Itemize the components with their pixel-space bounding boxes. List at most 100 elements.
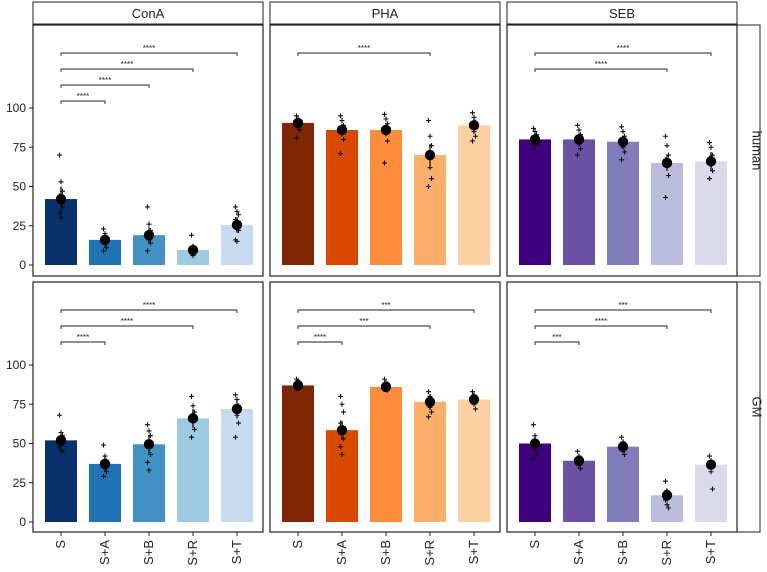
mean-marker [187,413,199,424]
y-tick-label: 75 [13,140,27,154]
data-point [382,111,387,117]
data-point [233,392,238,398]
y-tick-label: 100 [6,358,26,372]
data-point [58,179,64,185]
facet-label-cona: ConA [132,6,165,21]
x-tick-label: S+A [334,540,349,565]
facet-label-pha: PHA [372,6,399,21]
x-tick-label: S+A [97,540,112,565]
data-point [619,124,624,130]
data-point [473,133,478,139]
facet-strip-pha [269,1,501,25]
data-point [338,393,343,399]
mean-marker [617,136,629,147]
data-point [575,448,580,454]
significance-bracket [60,68,194,72]
bar-s-a [563,460,595,522]
data-point [666,173,671,179]
data-point [236,212,241,218]
data-point [57,152,62,158]
data-point [146,467,152,473]
data-point [664,502,670,508]
bar-s-r [414,401,446,522]
data-point [104,245,109,251]
data-point [470,110,475,116]
data-point [145,459,150,465]
mean-marker [617,441,629,452]
data-point [234,209,240,215]
bar-s [519,139,551,265]
significance-bracket [534,325,668,329]
mean-marker [55,193,67,205]
bar-s-b [607,141,639,265]
significance-label: *** [381,301,390,310]
significance-bracket [297,325,431,329]
significance-label: **** [77,333,89,342]
data-point [101,473,106,479]
significance-bracket [534,341,580,345]
data-point [575,122,580,128]
bar-s-t [458,399,490,522]
data-point [382,376,387,382]
data-point [578,466,583,472]
significance-label: **** [99,76,111,85]
bar-s [282,122,314,265]
data-point [426,414,431,420]
y-tick-label: 0 [19,515,26,529]
mean-marker [143,439,155,450]
data-point [236,420,241,426]
bar-s-t [695,161,727,265]
mean-marker [187,244,199,256]
x-tick-label: S [53,540,68,549]
y-tick-label: 50 [13,180,27,194]
significance-label: **** [595,317,607,326]
data-point [341,136,346,142]
x-tick-label: S+T [703,540,718,564]
mean-marker [705,156,717,167]
data-point [338,151,343,157]
significance-bracket [60,309,238,313]
data-point [233,434,238,440]
data-point [663,194,668,200]
data-point [146,221,152,227]
significance-bracket [534,68,668,72]
significance-bracket [60,100,106,104]
data-point [620,129,626,135]
data-point [707,453,712,459]
data-point [531,125,536,131]
mean-marker [231,403,243,415]
significance-bracket [534,309,712,313]
significance-bracket [297,52,431,56]
data-point [619,434,624,440]
significance-label: **** [143,301,155,310]
significance-bracket [297,341,343,345]
bar-s-b [133,444,165,522]
data-point [192,426,197,432]
data-point [339,451,345,457]
data-point [145,204,150,210]
data-point [339,118,345,124]
data-point [531,422,536,428]
significance-bracket [534,52,712,56]
mean-marker [231,219,243,231]
mean-marker [705,459,717,470]
y-tick-label: 100 [6,101,26,115]
panel-seb-gm: ********** [506,281,738,533]
panel-pha-gm: ********** [269,281,501,533]
data-point [145,248,150,254]
data-point [426,389,431,395]
significance-label: **** [358,44,370,53]
facet-strip-seb [506,1,738,25]
x-tick-label: S+B [615,540,630,565]
data-point [297,127,302,133]
data-point [101,248,106,254]
data-point [233,204,238,210]
mean-marker [529,438,541,449]
data-point [145,422,150,428]
mean-marker [336,424,348,436]
panel-cona-gm: **** **** **** [32,281,264,533]
bar-s [282,385,314,522]
bar-s [519,443,551,522]
data-point [189,232,194,238]
